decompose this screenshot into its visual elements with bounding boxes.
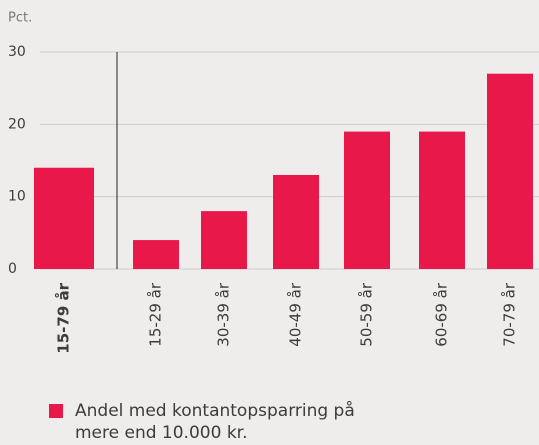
bar: [133, 240, 179, 269]
bar: [344, 131, 390, 269]
y-axis-label: Pct.: [8, 11, 32, 26]
bar: [273, 174, 319, 269]
x-tick-label: 70-79 år: [501, 282, 519, 347]
x-tick-label: 60-69 år: [433, 282, 451, 347]
x-tick-label: 15-29 år: [147, 282, 165, 347]
bar: [419, 131, 465, 269]
y-tick-label: 0: [8, 261, 17, 277]
x-tick-label: 50-59 år: [358, 282, 376, 347]
x-tick-label: 15-79 år: [55, 282, 73, 353]
bar: [34, 167, 94, 269]
legend-label: Andel med kontantopsparring på mere end …: [75, 401, 355, 443]
x-tick-label: 30-39 år: [215, 282, 233, 347]
y-tick-label: 10: [8, 189, 26, 205]
legend: Andel med kontantopsparring på mere end …: [49, 400, 355, 444]
y-tick-label: 20: [8, 116, 26, 132]
bar: [201, 211, 247, 269]
legend-swatch: [49, 404, 63, 418]
x-tick-label: 40-49 år: [287, 282, 305, 347]
bar: [487, 73, 533, 269]
y-tick-label: 30: [8, 44, 26, 60]
